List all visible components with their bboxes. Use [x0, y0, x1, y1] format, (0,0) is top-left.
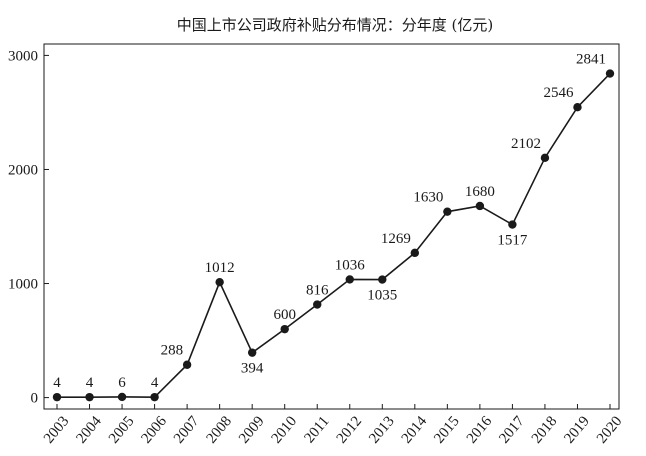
data-point [117, 392, 127, 402]
data-point [410, 248, 420, 258]
data-label: 1012 [205, 260, 235, 276]
x-tick-label: 2012 [334, 413, 366, 446]
data-point [150, 392, 159, 402]
x-tick-label: 2010 [269, 413, 301, 446]
y-axis: 0 1000 2000 3000 [8, 48, 49, 407]
x-tick-label: 2016 [464, 413, 496, 447]
data-point [280, 324, 289, 334]
data-point [182, 360, 192, 369]
data-point [247, 348, 257, 357]
data-point [443, 207, 452, 216]
y-tick-label: 0 [31, 391, 39, 407]
data-label: 2841 [576, 52, 606, 68]
data-label: 816 [306, 283, 329, 299]
data-label: 288 [161, 343, 184, 359]
data-points [52, 69, 615, 402]
x-tick-label: 2003 [41, 413, 73, 446]
data-point [508, 220, 517, 229]
data-point [313, 300, 322, 309]
x-tick-label: 2015 [431, 413, 463, 446]
data-point [345, 275, 354, 284]
data-label: 1680 [465, 184, 495, 200]
data-point [605, 69, 615, 78]
y-tick-label: 3000 [8, 48, 38, 64]
chart-title: 中国上市公司政府补贴分布情况：分年度 (亿元) [177, 16, 493, 34]
data-point [85, 392, 94, 402]
data-point [52, 392, 62, 402]
x-tick-label: 2005 [106, 413, 138, 446]
x-tick-label: 2006 [138, 413, 170, 447]
data-label: 2102 [511, 136, 541, 152]
data-label: 2546 [543, 85, 574, 101]
x-tick-label: 2014 [399, 413, 431, 447]
data-label: 1269 [381, 231, 411, 247]
data-point [540, 153, 550, 163]
data-label: 1517 [497, 233, 528, 249]
y-tick-label: 1000 [8, 277, 38, 293]
data-point [215, 277, 224, 287]
x-tick-label: 2004 [73, 413, 105, 447]
x-tick-label: 2013 [366, 413, 398, 446]
data-label: 6 [118, 375, 126, 391]
data-label: 4 [53, 375, 61, 391]
data-label: 600 [273, 307, 296, 323]
data-label: 4 [151, 375, 159, 391]
x-tick-label: 2011 [301, 413, 332, 446]
y-tick-label: 2000 [8, 162, 38, 178]
data-point [573, 102, 582, 112]
data-label: 1630 [413, 190, 443, 206]
data-label: 1036 [335, 257, 366, 273]
data-label: 4 [86, 375, 94, 391]
x-tick-label: 2007 [171, 413, 203, 447]
x-tick-label: 2017 [496, 413, 528, 447]
x-tick-label: 2019 [561, 413, 593, 446]
data-label: 394 [241, 361, 264, 377]
plot-frame [43, 43, 620, 410]
series-line [57, 72, 611, 398]
data-label: 1035 [367, 288, 397, 304]
x-axis: 2003 2004 2005 2006 2007 2008 2009 2010 2011 2012… [41, 404, 626, 447]
x-tick-label: 2008 [204, 413, 236, 446]
x-tick-label: 2018 [529, 413, 561, 446]
data-point [378, 275, 387, 284]
x-tick-label: 2020 [594, 413, 626, 446]
x-tick-label: 2009 [236, 413, 268, 446]
data-point [475, 201, 485, 211]
